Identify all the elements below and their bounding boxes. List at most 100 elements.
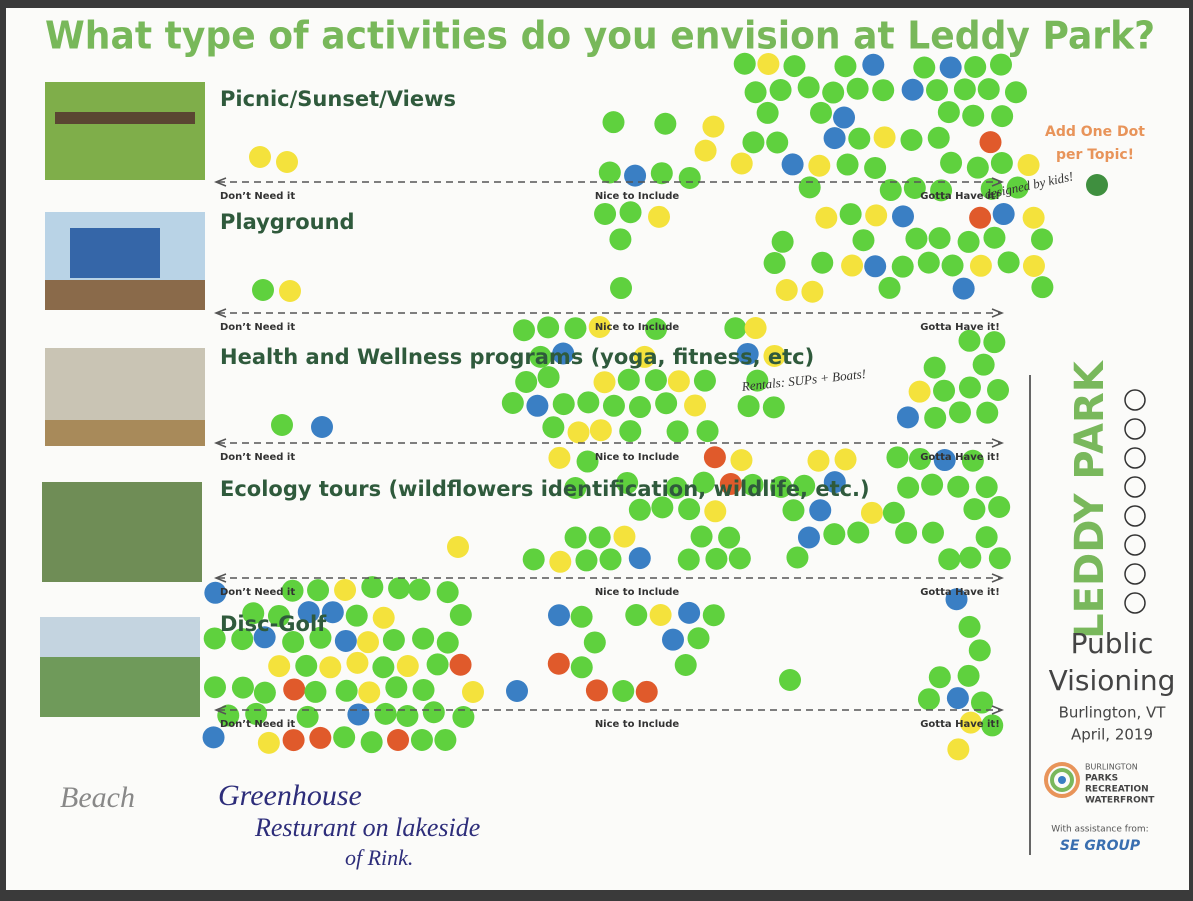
vote-dot bbox=[921, 474, 943, 496]
vote-dot bbox=[835, 448, 857, 470]
vote-dot bbox=[613, 526, 635, 548]
vote-dot bbox=[949, 401, 971, 423]
vote-dot bbox=[375, 703, 397, 725]
vote-dot bbox=[967, 157, 989, 179]
vote-dot bbox=[895, 522, 917, 544]
vote-dot bbox=[729, 547, 751, 569]
vote-dot bbox=[618, 369, 640, 391]
vote-dot bbox=[667, 420, 689, 442]
scale-label: Nice to Include bbox=[595, 719, 680, 730]
vote-dot bbox=[252, 279, 274, 301]
vote-dot bbox=[678, 602, 700, 624]
vote-dot bbox=[548, 604, 570, 626]
vote-dot bbox=[506, 680, 528, 702]
scale-label: Gotta Have it! bbox=[920, 452, 1000, 463]
vote-dot bbox=[687, 627, 709, 649]
vote-dot bbox=[886, 446, 908, 468]
vote-dot bbox=[584, 631, 606, 653]
vote-dot bbox=[462, 681, 484, 703]
vote-dot bbox=[396, 705, 418, 727]
vote-dot bbox=[883, 502, 905, 524]
vote-dot bbox=[612, 680, 634, 702]
vote-dot bbox=[408, 579, 430, 601]
vote-dot bbox=[1023, 255, 1045, 277]
vote-dot bbox=[810, 102, 832, 124]
vote-dot bbox=[918, 688, 940, 710]
vote-dot bbox=[928, 127, 950, 149]
vote-dot bbox=[600, 548, 622, 570]
vote-dot bbox=[636, 681, 658, 703]
org-name: RECREATION bbox=[1085, 785, 1149, 795]
poster-photo: What type of activities do you envision … bbox=[0, 0, 1193, 901]
location: Burlington, VT bbox=[1059, 704, 1167, 722]
vote-dot bbox=[834, 55, 856, 77]
vote-dot bbox=[940, 56, 962, 78]
vote-dot bbox=[798, 526, 820, 548]
org-name: PARKS bbox=[1085, 774, 1118, 784]
vote-dot bbox=[865, 204, 887, 226]
vote-dot bbox=[427, 653, 449, 675]
vote-dot bbox=[809, 499, 831, 521]
photo bbox=[42, 482, 202, 582]
vote-dot bbox=[724, 317, 746, 339]
vote-dot bbox=[922, 522, 944, 544]
vote-dot bbox=[648, 206, 670, 228]
vote-dot bbox=[307, 579, 329, 601]
vote-dot bbox=[959, 616, 981, 638]
vote-dot bbox=[309, 727, 331, 749]
vote-dot bbox=[678, 549, 700, 571]
vote-dot bbox=[283, 729, 305, 751]
vote-dot bbox=[655, 392, 677, 414]
topic-label: Disc-Golf bbox=[220, 612, 327, 636]
vote-dot bbox=[933, 380, 955, 402]
vote-dot bbox=[553, 393, 575, 415]
vote-dot bbox=[924, 407, 946, 429]
scale-label: Nice to Include bbox=[595, 191, 680, 202]
vote-dot bbox=[776, 279, 798, 301]
vote-dot bbox=[204, 676, 226, 698]
vote-dot bbox=[358, 681, 380, 703]
vote-dot bbox=[864, 157, 886, 179]
vote-dot bbox=[983, 227, 1005, 249]
date: April, 2019 bbox=[1071, 726, 1153, 744]
vote-dot bbox=[847, 78, 869, 100]
vote-dot bbox=[447, 536, 469, 558]
vote-dot bbox=[526, 395, 548, 417]
vote-dot bbox=[276, 151, 298, 173]
vote-dot bbox=[799, 176, 821, 198]
vote-dot bbox=[704, 446, 726, 468]
vote-dot bbox=[412, 628, 434, 650]
vote-dot bbox=[603, 111, 625, 133]
vote-dot bbox=[297, 706, 319, 728]
photo bbox=[40, 617, 200, 657]
vote-dot bbox=[969, 207, 991, 229]
vote-dot bbox=[705, 548, 727, 570]
vote-dot bbox=[346, 652, 368, 674]
scale-label: Nice to Include bbox=[595, 452, 680, 463]
handwritten-note: Greenhouse bbox=[218, 779, 362, 812]
vote-dot bbox=[991, 152, 1013, 174]
vote-dot bbox=[1023, 207, 1045, 229]
vote-dot bbox=[976, 402, 998, 424]
vote-dot bbox=[668, 370, 690, 392]
vote-dot bbox=[594, 203, 616, 225]
vote-dot bbox=[703, 604, 725, 626]
vote-dot bbox=[662, 629, 684, 651]
vote-dot bbox=[629, 547, 651, 569]
scale-label: Gotta Have it! bbox=[920, 191, 1000, 202]
vote-dot bbox=[738, 395, 760, 417]
scale-label: Don’t Need it bbox=[220, 322, 295, 333]
vote-dot bbox=[357, 631, 379, 653]
vote-dot bbox=[848, 128, 870, 150]
vote-dot bbox=[571, 606, 593, 628]
vote-dot bbox=[629, 396, 651, 418]
vote-dot bbox=[947, 687, 969, 709]
scale-label: Don’t Need it bbox=[220, 719, 295, 730]
vote-dot bbox=[798, 76, 820, 98]
vote-dot bbox=[361, 576, 383, 598]
vote-dot bbox=[959, 330, 981, 352]
vote-dot bbox=[959, 376, 981, 398]
vote-dot bbox=[989, 547, 1011, 569]
vote-dot bbox=[815, 207, 837, 229]
vote-dot bbox=[824, 127, 846, 149]
